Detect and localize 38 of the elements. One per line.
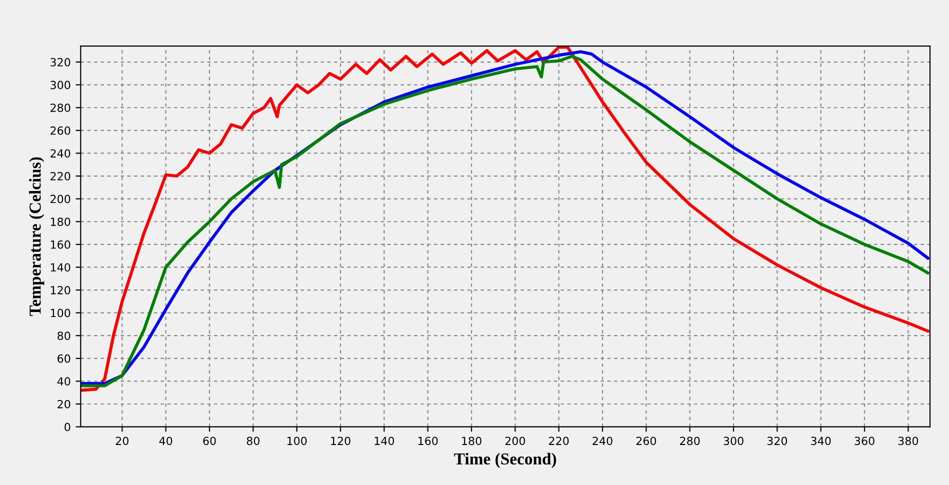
x-axis-title: Time (Second) [454, 452, 556, 468]
y-tick-label: 300 [50, 80, 70, 90]
y-tick-label: 120 [50, 286, 70, 294]
y-tick-label: 40 [57, 377, 70, 386]
y-tick-label: 60 [58, 354, 70, 363]
x-tick-label: 60 [203, 436, 216, 446]
y-tick-label: 320 [50, 58, 70, 66]
x-tick-label: 380 [898, 436, 918, 446]
x-tick-label: 140 [374, 436, 394, 446]
x-tick-label: 160 [418, 436, 438, 446]
y-tick-label: 140 [50, 263, 70, 272]
y-tick-label: 260 [50, 126, 70, 135]
y-tick-label: 200 [50, 194, 70, 204]
x-tick-label: 20 [116, 436, 128, 446]
x-tick-label: 360 [854, 436, 874, 446]
y-tick-label: 220 [50, 172, 70, 180]
x-tick-label: 340 [811, 436, 831, 446]
y-tick-label: 180 [50, 218, 70, 226]
x-tick-label: 300 [724, 436, 744, 446]
y-axis-title: Temperature (Celcius) [29, 157, 44, 316]
x-tick-label: 80 [246, 436, 260, 446]
y-tick-label: 20 [58, 400, 70, 408]
y-tick-label: 80 [58, 332, 70, 340]
y-tick-label: 100 [50, 308, 70, 318]
x-tick-label: 260 [636, 436, 656, 446]
y-tick-label: 280 [50, 104, 70, 112]
y-tick-label: 160 [50, 240, 70, 249]
x-tick-label: 240 [592, 436, 612, 446]
x-tick-label: 120 [331, 436, 350, 446]
x-tick-label: 180 [462, 436, 482, 446]
x-tick-label: 280 [680, 436, 700, 446]
y-tick-label: 0 [64, 422, 70, 432]
x-tick-label: 320 [767, 436, 788, 446]
x-tick-label: 40 [159, 436, 172, 446]
x-tick-label: 220 [549, 436, 569, 446]
x-tick-label: 100 [287, 436, 307, 446]
y-tick-label: 240 [50, 149, 70, 158]
x-tick-label: 200 [505, 436, 526, 446]
